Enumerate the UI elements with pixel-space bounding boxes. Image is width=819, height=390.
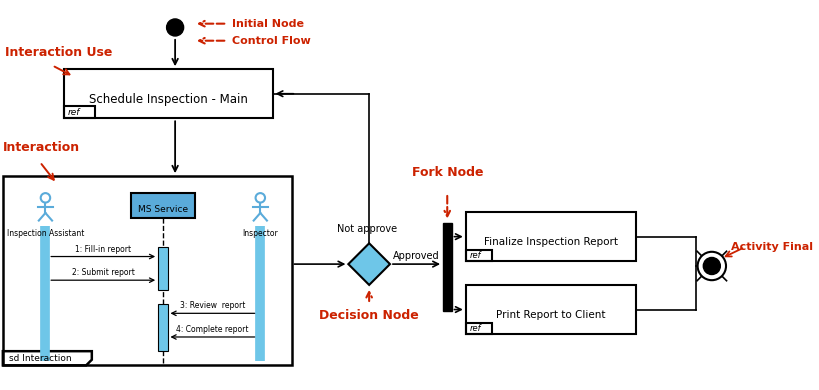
Bar bbox=[466, 323, 492, 334]
Text: Approved: Approved bbox=[393, 251, 440, 261]
Text: ref: ref bbox=[68, 108, 80, 117]
Text: Schedule Inspection - Main: Schedule Inspection - Main bbox=[89, 93, 248, 106]
Text: 2: Submit report: 2: Submit report bbox=[72, 268, 134, 277]
Text: 3: Review  report: 3: Review report bbox=[180, 301, 245, 310]
Text: 4: Complete report: 4: Complete report bbox=[176, 325, 249, 334]
Text: MS Service: MS Service bbox=[138, 205, 188, 214]
Bar bbox=[466, 212, 636, 261]
Circle shape bbox=[166, 19, 183, 36]
Text: Not approve: Not approve bbox=[337, 224, 397, 234]
Text: Interaction Use: Interaction Use bbox=[5, 46, 112, 59]
Text: Activity Final: Activity Final bbox=[731, 242, 812, 252]
Text: Fork Node: Fork Node bbox=[411, 166, 483, 179]
Text: ref: ref bbox=[469, 251, 481, 260]
Text: Decision Node: Decision Node bbox=[319, 308, 419, 322]
Polygon shape bbox=[348, 243, 390, 285]
Bar bbox=[158, 304, 168, 351]
Circle shape bbox=[698, 252, 726, 280]
Text: ref: ref bbox=[469, 324, 481, 333]
Text: Inspection Assistant: Inspection Assistant bbox=[7, 229, 84, 238]
Text: Control Flow: Control Flow bbox=[232, 36, 310, 46]
Bar bbox=[65, 69, 273, 118]
Text: Print Report to Client: Print Report to Client bbox=[496, 310, 606, 320]
Bar bbox=[158, 247, 168, 290]
Bar bbox=[466, 250, 492, 261]
Text: Initial Node: Initial Node bbox=[232, 19, 304, 29]
Bar bbox=[466, 285, 636, 334]
Text: 1: Fill-in report: 1: Fill-in report bbox=[75, 245, 131, 254]
Bar bbox=[2, 176, 292, 365]
Circle shape bbox=[704, 257, 721, 275]
Bar bbox=[130, 193, 195, 218]
Text: Inspector: Inspector bbox=[242, 229, 278, 238]
Bar bbox=[443, 223, 451, 312]
Text: sd Interaction: sd Interaction bbox=[8, 354, 71, 363]
Text: Finalize Inspection Report: Finalize Inspection Report bbox=[484, 238, 618, 247]
Bar bbox=[65, 106, 95, 118]
Text: Interaction: Interaction bbox=[2, 140, 80, 154]
